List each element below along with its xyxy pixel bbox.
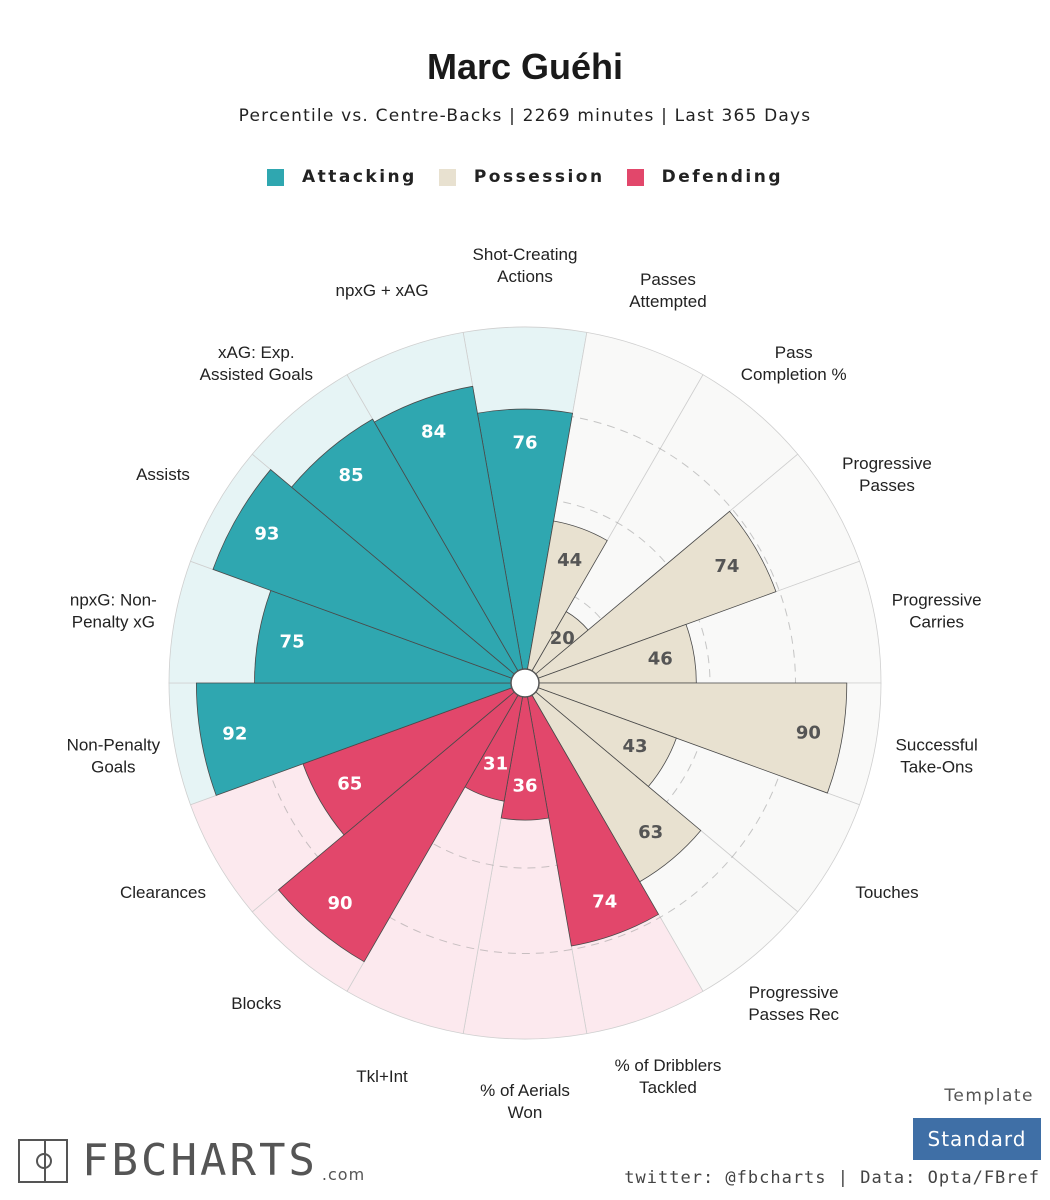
pitch-icon: [18, 1139, 68, 1183]
value-label: 74: [592, 892, 617, 913]
value-label: 90: [796, 722, 821, 743]
center-hub: [510, 668, 540, 698]
category-label: % of Aerials Won: [480, 1081, 570, 1122]
legend-item-possession: Possession: [438, 167, 605, 187]
value-label: 65: [337, 774, 362, 795]
category-label: Successful Take-Ons: [896, 735, 978, 776]
legend-swatch-attacking: [266, 168, 284, 186]
credits-text: twitter: @fbcharts | Data: Opta/FBref: [624, 1168, 1040, 1188]
radar-labels: 76 Shot-Creating Actions 44 Passes Attempted 2…: [67, 245, 982, 1122]
category-label: Touches: [855, 883, 918, 902]
logo-suffix: .com: [321, 1164, 366, 1184]
category-label: % of Dribblers Tackled: [615, 1055, 722, 1096]
category-label: Progressive Passes Rec: [748, 983, 839, 1024]
category-label: Progressive Carries: [892, 590, 982, 631]
value-label: 63: [638, 822, 663, 843]
logo-text: FBCHARTS: [82, 1135, 318, 1186]
value-label: 85: [338, 465, 363, 486]
legend-swatch-defending: [626, 168, 644, 186]
radar-bars: [195, 385, 848, 963]
value-label: 36: [512, 776, 537, 797]
legend-item-defending: Defending: [626, 167, 784, 187]
category-label: Shot-Creating Actions: [473, 245, 578, 286]
category-label: Clearances: [120, 883, 206, 902]
category-label: npxG: Non-Penalty xG: [70, 590, 157, 631]
category-label: Non-Penalty Goals: [67, 735, 161, 776]
value-label: 44: [557, 550, 582, 571]
value-label: 43: [623, 736, 648, 757]
legend-swatch-possession: [438, 168, 456, 186]
value-label: 46: [648, 649, 673, 670]
category-label: Passes Attempted: [629, 270, 707, 311]
category-label: Tkl+Int: [356, 1066, 408, 1085]
value-label: 84: [421, 421, 446, 442]
value-label: 93: [254, 523, 279, 544]
value-label: 92: [222, 724, 247, 745]
value-label: 75: [280, 631, 305, 652]
legend-label-defending: Defending: [661, 167, 784, 187]
category-label: xAG: Exp. Assisted Goals: [200, 342, 313, 383]
chart-title: Marc Guéhi: [426, 46, 624, 87]
template-label: Template: [944, 1086, 1034, 1106]
value-label: 31: [483, 753, 508, 774]
category-label: Blocks: [231, 994, 281, 1013]
category-label: npxG + xAG: [335, 281, 428, 300]
category-label: Assists: [136, 465, 190, 484]
category-label: Pass Completion %: [741, 342, 847, 383]
legend-item-attacking: Attacking: [266, 167, 417, 187]
template-badge: Standard: [913, 1118, 1041, 1160]
legend-label-possession: Possession: [473, 167, 605, 187]
fbcharts-logo: FBCHARTS .com: [18, 1136, 365, 1186]
legend-label-attacking: Attacking: [301, 167, 417, 187]
value-label: 20: [550, 628, 575, 649]
value-label: 76: [512, 433, 537, 454]
category-label: Progressive Passes: [842, 454, 932, 495]
chart-subtitle: Percentile vs. Centre-Backs | 2269 minut…: [238, 106, 812, 126]
value-label: 74: [714, 556, 739, 577]
value-label: 90: [327, 893, 352, 914]
legend: Attacking Possession Defending: [0, 167, 1050, 187]
